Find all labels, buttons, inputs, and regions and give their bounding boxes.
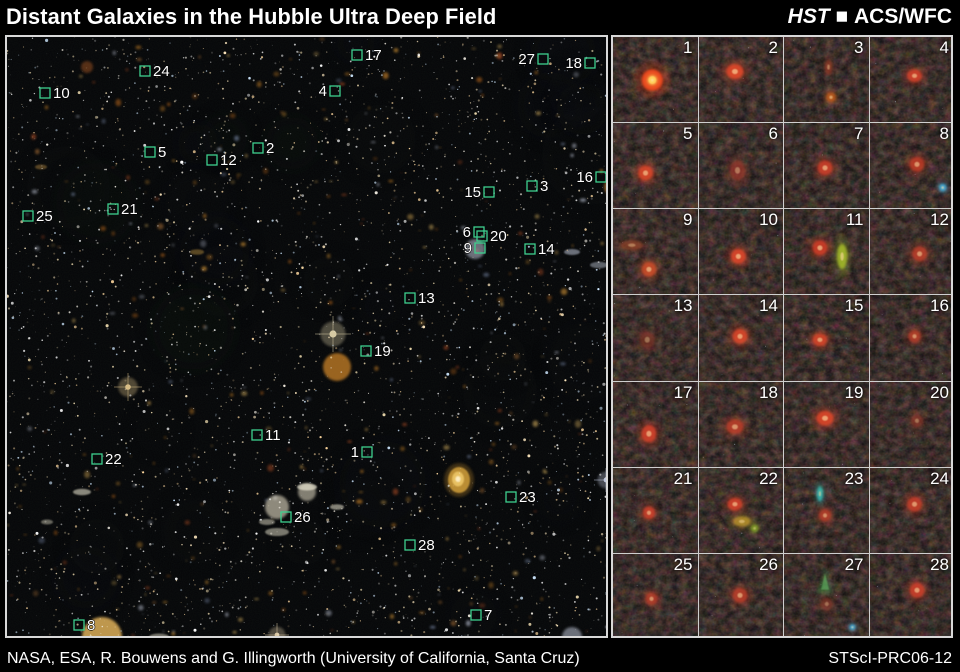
svg-text:9: 9 [464,240,472,257]
svg-text:12: 12 [220,152,237,169]
svg-text:10: 10 [53,85,70,102]
svg-text:5: 5 [158,144,166,161]
svg-text:26: 26 [294,509,311,526]
svg-text:22: 22 [105,451,122,468]
svg-text:19: 19 [374,343,391,360]
svg-text:25: 25 [36,208,53,225]
svg-text:13: 13 [418,290,435,307]
svg-text:17: 17 [365,47,382,64]
svg-text:7: 7 [484,607,492,624]
svg-text:20: 20 [490,228,507,245]
svg-text:28: 28 [418,537,435,554]
svg-text:11: 11 [265,427,281,444]
svg-text:16: 16 [576,169,593,186]
svg-text:14: 14 [538,241,555,258]
svg-text:8: 8 [87,617,95,634]
svg-text:24: 24 [153,63,170,80]
svg-text:3: 3 [540,178,548,195]
svg-text:4: 4 [319,83,327,100]
svg-text:15: 15 [464,184,481,201]
svg-text:1: 1 [351,444,359,461]
svg-text:21: 21 [121,201,138,218]
svg-text:23: 23 [519,489,536,506]
svg-text:2: 2 [266,140,274,157]
svg-text:18: 18 [565,55,582,72]
svg-text:6: 6 [463,224,471,241]
svg-text:27: 27 [518,51,535,68]
